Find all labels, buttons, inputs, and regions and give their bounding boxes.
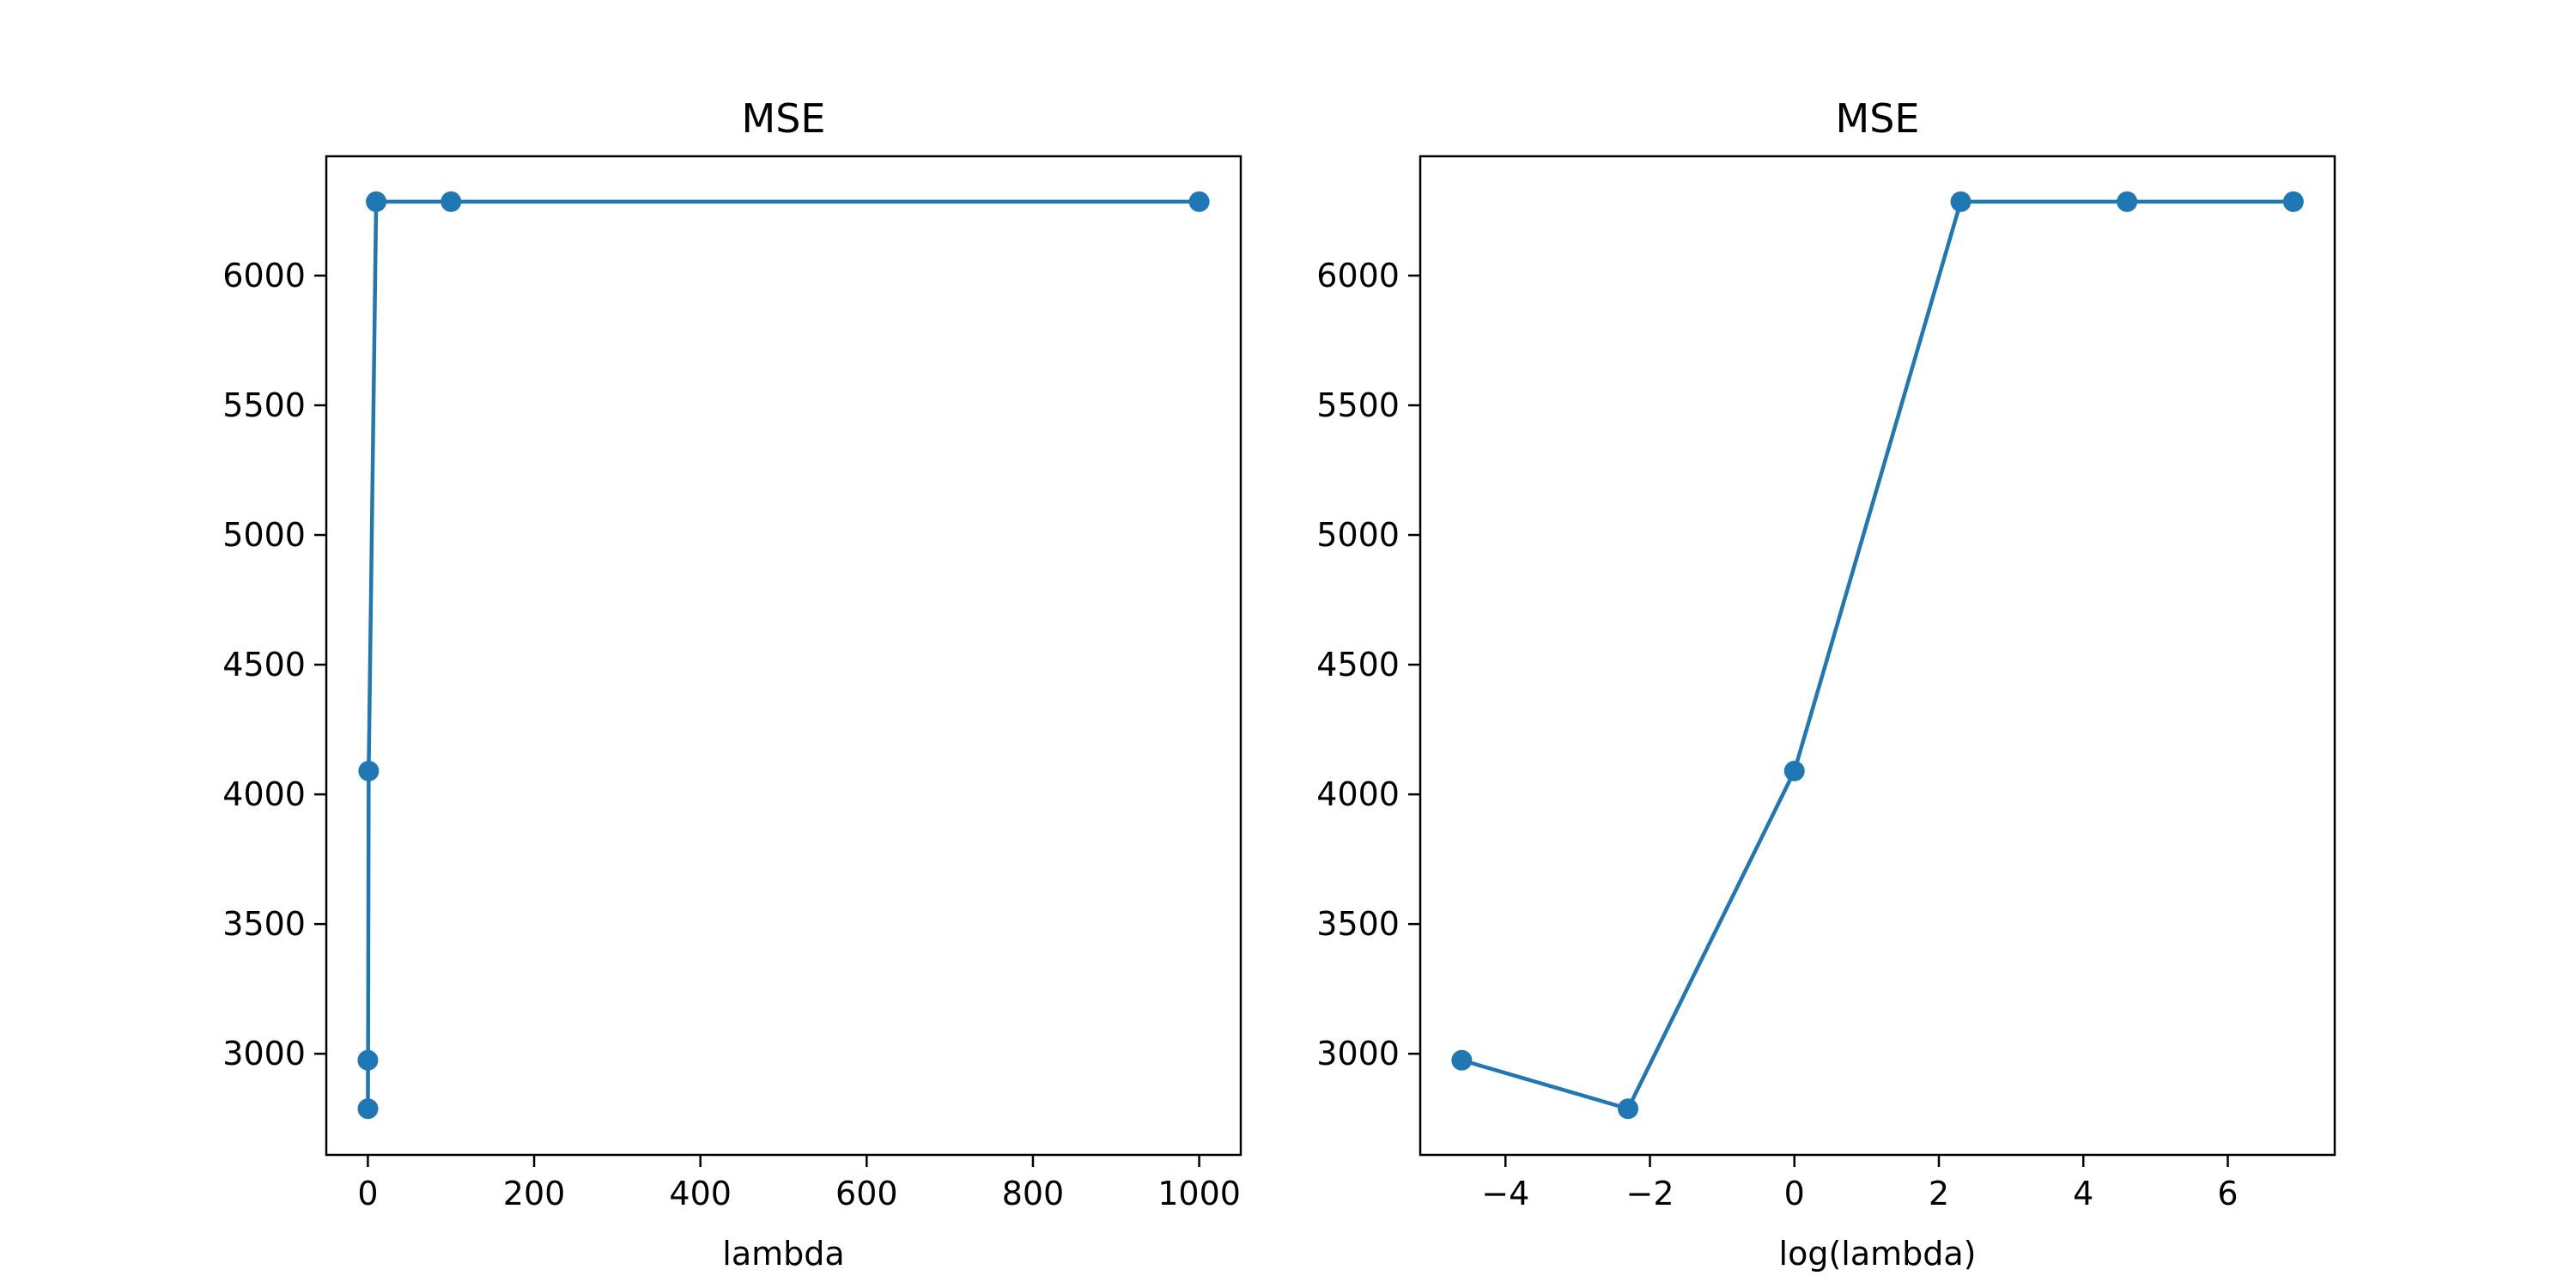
right-xtick-label: 2 [1929, 1175, 1949, 1212]
left-data-point [358, 760, 380, 781]
right-series-line [1461, 199, 2293, 1111]
right-ytick-label: 4000 [1316, 775, 1400, 813]
left-xtick-label: 800 [1002, 1175, 1065, 1212]
right-ytick-label: 3500 [1316, 905, 1400, 943]
left-ytick-label: 5500 [222, 386, 306, 424]
right-ytick-label: 6000 [1316, 257, 1400, 295]
left-ytick-label: 4500 [222, 646, 306, 683]
left-xtick-label: 600 [835, 1175, 898, 1212]
right-data-point [1451, 1049, 1473, 1071]
right-data-point [2282, 191, 2304, 212]
left-ytick-label: 4000 [222, 775, 306, 813]
right-ytick-label: 4500 [1316, 646, 1400, 683]
right-xtick-label: 0 [1784, 1175, 1805, 1212]
left-ytick-label: 3000 [222, 1035, 306, 1072]
left-plot-title: MSE [742, 95, 826, 142]
right-plot-xlabel: log(lambda) [1779, 1235, 1977, 1273]
left-data-point [366, 191, 387, 212]
right-xtick-label: 6 [2217, 1175, 2238, 1212]
left-plot-xlabel: lambda [722, 1235, 844, 1273]
right-ytick-label: 5000 [1316, 516, 1400, 554]
right-xtick-label: −2 [1625, 1175, 1674, 1212]
right-data-point [1950, 191, 1971, 212]
left-xtick-label: 400 [669, 1175, 732, 1212]
right-plot-panel: MSE −4 −2 0 2 4 6 3000 3500 4000 4500 5000 5500 6000… [1316, 95, 2336, 1273]
left-ytick-label: 6000 [222, 257, 306, 295]
right-plot-title: MSE [1836, 95, 1920, 142]
left-ytick-label: 5000 [222, 516, 306, 554]
right-data-point [2117, 191, 2138, 212]
right-data-point [1783, 760, 1805, 781]
right-ytick-label: 5500 [1316, 386, 1400, 424]
left-plot-panel: MSE 0 200 400 600 800 1000 3000 3500 4000 4500 500… [222, 95, 1242, 1273]
right-plot-frame [1419, 155, 2336, 1157]
right-ytick-label: 3000 [1316, 1035, 1400, 1072]
left-data-point [1188, 191, 1210, 212]
left-plot-frame [325, 155, 1242, 1157]
left-xtick-label: 0 [357, 1175, 378, 1212]
left-xtick-label: 1000 [1157, 1175, 1241, 1212]
left-data-point [357, 1049, 379, 1071]
left-data-point [357, 1098, 379, 1120]
right-xtick-label: 4 [2073, 1175, 2093, 1212]
right-xtick-label: −4 [1481, 1175, 1529, 1212]
left-xtick-label: 200 [503, 1175, 566, 1212]
left-ytick-label: 3500 [222, 905, 306, 943]
right-data-point [1618, 1098, 1639, 1120]
left-data-point [440, 191, 462, 212]
